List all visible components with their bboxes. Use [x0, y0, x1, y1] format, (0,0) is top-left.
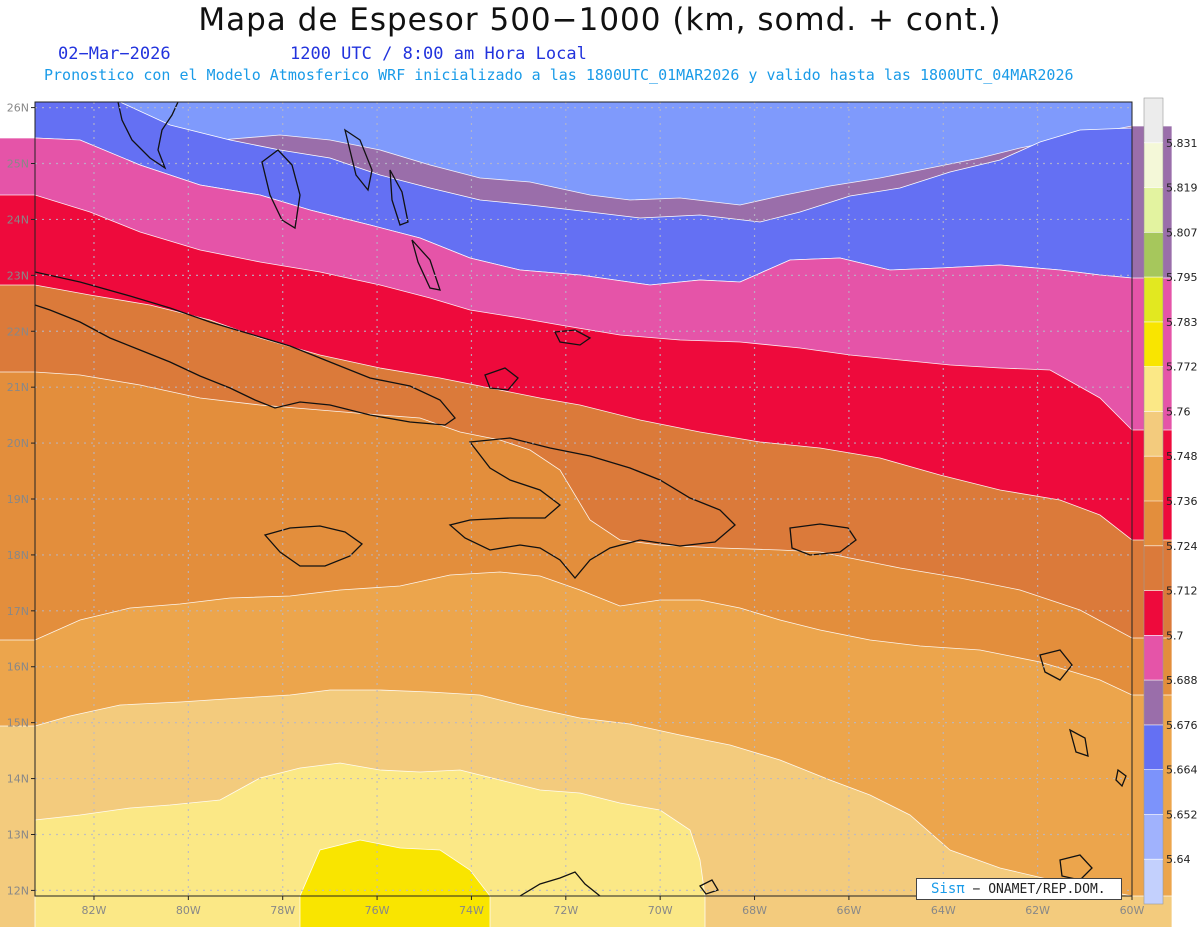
lat-label-22N: 22N — [7, 325, 29, 338]
thickness-band-5.772 — [299, 839, 491, 927]
legend-label-5.76: 5.76 — [1166, 405, 1191, 418]
lat-label-14N: 14N — [7, 773, 29, 786]
lon-label-82W: 82W — [82, 904, 107, 917]
legend-swatch-12 — [1144, 321, 1163, 367]
lon-label-62W: 62W — [1025, 904, 1050, 917]
legend-label-5.7: 5.7 — [1166, 629, 1184, 642]
legend-swatch-8 — [1144, 501, 1163, 546]
bahamas-abaco-coast — [343, 128, 373, 192]
florida-coast — [117, 101, 179, 170]
hispaniola-coast — [448, 437, 736, 580]
lon-label-60W: 60W — [1120, 904, 1145, 917]
lat-label-13N: 13N — [7, 828, 29, 841]
turks-caicos-coast — [553, 329, 592, 346]
lon-label-66W: 66W — [836, 904, 861, 917]
cuba-coast — [34, 271, 456, 426]
lat-lon-grid — [35, 102, 1132, 896]
legend-label-5.712: 5.712 — [1166, 585, 1198, 598]
lat-label-19N: 19N — [7, 493, 29, 506]
plot-area — [0, 101, 1173, 927]
legend-swatch-4 — [1144, 680, 1163, 725]
credit-text: − ONAMET/REP.DOM. — [972, 882, 1106, 897]
lon-label-70W: 70W — [648, 904, 673, 917]
forecast-time: 1200 UTC / 8:00 am Hora Local — [290, 44, 587, 64]
legend-label-5.807: 5.807 — [1166, 226, 1198, 239]
thickness-bands — [0, 101, 1173, 927]
lesser-antilles-martinique-coast — [1068, 728, 1089, 757]
lesser-antilles-barbados-coast — [1115, 768, 1127, 788]
lat-label-20N: 20N — [7, 437, 29, 450]
legend-label-5.64: 5.64 — [1166, 853, 1191, 866]
lon-label-74W: 74W — [459, 904, 484, 917]
lat-label-23N: 23N — [7, 269, 29, 282]
lon-label-72W: 72W — [553, 904, 578, 917]
legend-swatch-15 — [1144, 187, 1163, 233]
lat-label-12N: 12N — [7, 884, 29, 897]
legend-label-5.819: 5.819 — [1166, 182, 1198, 195]
bahamas-andros-coast — [261, 149, 301, 230]
legend-swatch-3 — [1144, 724, 1163, 770]
legend-swatch-0 — [1144, 859, 1163, 904]
sispi-logo: Sisπ — [931, 881, 965, 897]
lat-label-24N: 24N — [7, 213, 29, 226]
legend-swatch-10 — [1144, 411, 1163, 457]
legend-label-5.664: 5.664 — [1166, 764, 1198, 777]
lat-label-25N: 25N — [7, 158, 29, 171]
legend-label-5.748: 5.748 — [1166, 450, 1198, 463]
map-title: Mapa de Espesor 500−1000 (km, somd. + co… — [198, 2, 1002, 38]
legend-swatch-11 — [1144, 366, 1163, 412]
lat-label-16N: 16N — [7, 661, 29, 674]
legend-swatch-14 — [1144, 232, 1163, 278]
aruba-coast — [699, 879, 719, 895]
forecast-subtitle: Pronostico con el Modelo Atmosferico WRF… — [44, 66, 1074, 84]
lat-label-17N: 17N — [7, 605, 29, 618]
color-legend: 5.64 5.652 5.664 5.676 5.688 5.7 5.712 5.724 5.7… — [1143, 97, 1198, 905]
legend-swatch-2 — [1144, 769, 1163, 815]
puerto-rico-coast — [789, 523, 857, 556]
legend-swatch-1 — [1144, 814, 1163, 860]
lon-label-80W: 80W — [176, 904, 201, 917]
legend-label-5.676: 5.676 — [1166, 719, 1198, 732]
legend-swatch-7 — [1144, 545, 1163, 591]
legend-label-5.783: 5.783 — [1166, 316, 1198, 329]
legend-swatch-17 — [1144, 98, 1163, 143]
forecast-date: 02−Mar−2026 — [58, 44, 171, 64]
legend-swatch-5 — [1144, 635, 1163, 681]
lat-label-26N: 26N — [7, 102, 29, 115]
lon-label-78W: 78W — [270, 904, 295, 917]
venezuela-coast — [519, 871, 601, 897]
bahamas-long-island-coast — [411, 239, 441, 291]
legend-label-5.831: 5.831 — [1166, 137, 1198, 150]
legend-label-5.688: 5.688 — [1166, 674, 1198, 687]
longitude-labels: 82W 80W 78W 76W 74W 72W 70W 68W 66W 64W 62W 60W — [82, 904, 1145, 917]
legend-swatch-6 — [1144, 590, 1163, 636]
lon-label-76W: 76W — [365, 904, 390, 917]
lat-label-21N: 21N — [7, 381, 29, 394]
lon-label-68W: 68W — [742, 904, 767, 917]
legend-label-5.795: 5.795 — [1166, 271, 1198, 284]
legend-swatch-9 — [1144, 456, 1163, 501]
latitude-labels: 26N 25N 24N 23N 22N 21N 20N 19N 18N 17N 16N 15N 14N 1… — [7, 102, 29, 898]
legend-label-5.652: 5.652 — [1166, 808, 1198, 821]
credit-box: Sisπ − ONAMET/REP.DOM. — [916, 878, 1122, 900]
lat-label-18N: 18N — [7, 549, 29, 562]
lesser-antilles-guadeloupe-coast — [1039, 649, 1073, 681]
legend-swatch-16 — [1144, 142, 1163, 188]
lon-label-64W: 64W — [931, 904, 956, 917]
legend-swatch-13 — [1144, 277, 1163, 322]
legend-label-5.736: 5.736 — [1166, 495, 1198, 508]
lat-label-15N: 15N — [7, 717, 29, 730]
bahamas-inagua-coast — [484, 367, 519, 391]
bahamas-eleuthera-coast — [389, 169, 409, 226]
legend-label-5.772: 5.772 — [1166, 361, 1198, 374]
jamaica-coast — [263, 525, 364, 567]
lesser-antilles-trinidad-coast — [1059, 854, 1093, 881]
coastlines — [34, 101, 1127, 897]
legend-label-5.724: 5.724 — [1166, 540, 1198, 553]
